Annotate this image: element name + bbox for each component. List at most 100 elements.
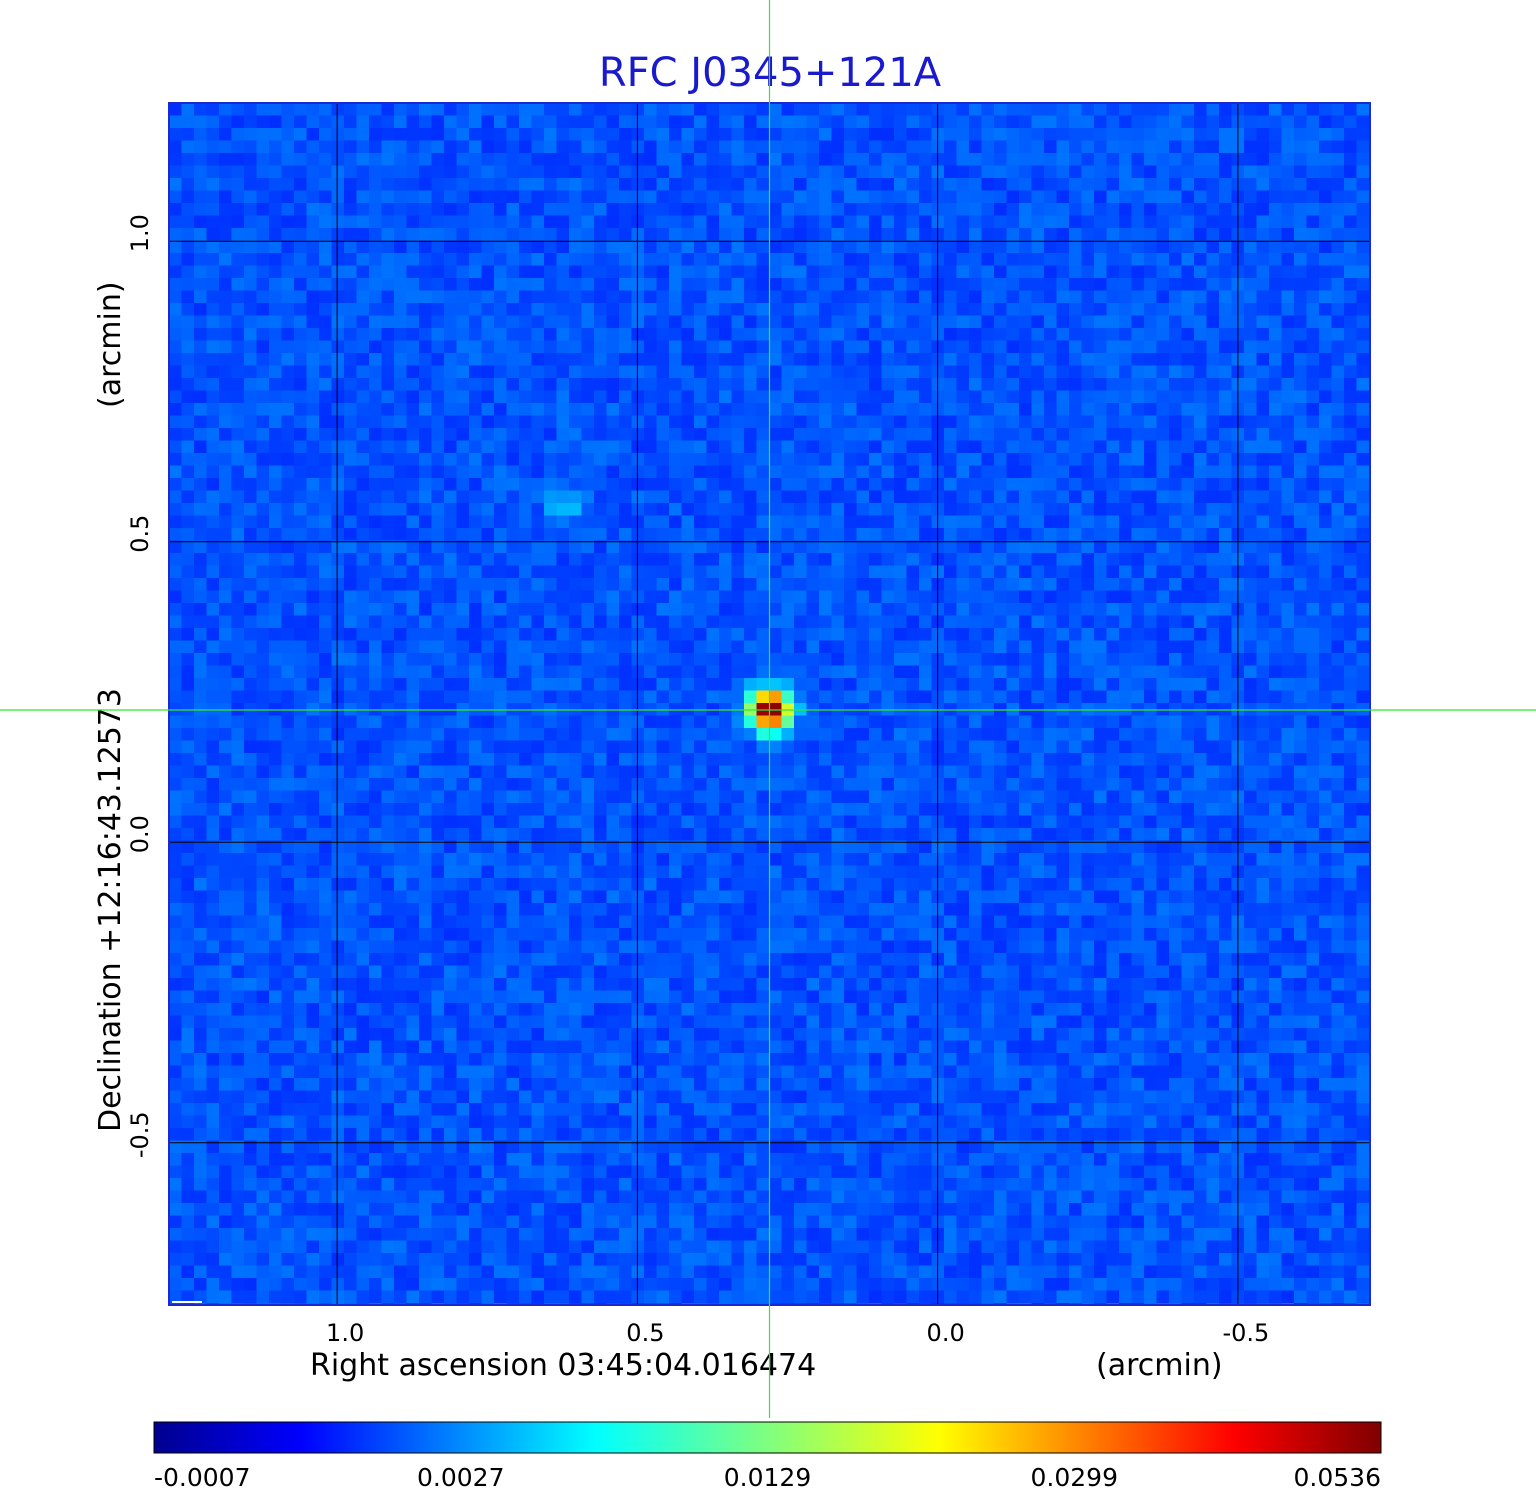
image-pixel bbox=[181, 378, 195, 391]
image-pixel bbox=[1056, 378, 1070, 391]
image-pixel bbox=[906, 253, 920, 266]
image-pixel bbox=[1019, 140, 1032, 154]
image-pixel bbox=[1194, 253, 1207, 266]
image-pixel bbox=[1256, 578, 1270, 591]
image-pixel bbox=[1081, 103, 1095, 116]
image-pixel bbox=[994, 603, 1007, 616]
image-pixel bbox=[1131, 390, 1145, 404]
image-pixel bbox=[856, 653, 870, 666]
image-pixel bbox=[181, 590, 195, 604]
image-pixel bbox=[706, 653, 720, 666]
image-pixel bbox=[1194, 128, 1207, 141]
image-pixel bbox=[1294, 703, 1307, 716]
image-pixel bbox=[706, 665, 720, 679]
image-pixel bbox=[244, 378, 257, 391]
image-pixel bbox=[1156, 290, 1170, 304]
image-pixel bbox=[1156, 478, 1170, 491]
image-pixel bbox=[794, 353, 807, 366]
image-pixel bbox=[331, 215, 345, 229]
image-pixel bbox=[1206, 578, 1220, 591]
image-pixel bbox=[831, 203, 845, 216]
image-pixel bbox=[419, 490, 432, 504]
image-pixel bbox=[694, 140, 707, 154]
image-pixel bbox=[319, 278, 332, 291]
image-pixel bbox=[219, 290, 232, 304]
image-pixel bbox=[769, 515, 782, 529]
image-pixel bbox=[269, 240, 282, 254]
image-pixel bbox=[1106, 640, 1120, 654]
image-pixel bbox=[319, 178, 332, 191]
image-pixel bbox=[869, 528, 882, 541]
image-pixel bbox=[1269, 440, 1282, 454]
image-pixel bbox=[894, 678, 907, 691]
image-pixel bbox=[294, 478, 307, 491]
image-pixel bbox=[719, 240, 732, 254]
image-pixel bbox=[581, 665, 595, 679]
image-pixel bbox=[344, 690, 357, 704]
image-pixel bbox=[256, 428, 270, 441]
image-pixel bbox=[994, 253, 1007, 266]
image-pixel bbox=[531, 178, 545, 191]
image-pixel bbox=[1069, 615, 1082, 629]
image-pixel bbox=[1006, 403, 1020, 416]
image-pixel bbox=[1094, 615, 1107, 629]
image-pixel bbox=[1019, 378, 1032, 391]
image-pixel bbox=[1056, 203, 1070, 216]
image-pixel bbox=[569, 278, 582, 291]
image-pixel bbox=[981, 453, 995, 466]
image-pixel bbox=[806, 615, 820, 629]
image-pixel bbox=[231, 728, 245, 741]
image-pixel bbox=[856, 665, 870, 679]
image-pixel bbox=[619, 515, 632, 529]
image-pixel bbox=[606, 615, 620, 629]
image-pixel bbox=[794, 365, 807, 379]
image-pixel bbox=[506, 553, 520, 566]
image-pixel bbox=[1119, 228, 1132, 241]
image-pixel bbox=[456, 240, 470, 254]
image-pixel bbox=[431, 128, 445, 141]
image-pixel bbox=[1294, 153, 1307, 166]
image-pixel bbox=[756, 478, 770, 491]
image-pixel bbox=[1144, 453, 1157, 466]
image-pixel bbox=[681, 665, 695, 679]
image-pixel bbox=[581, 515, 595, 529]
image-pixel bbox=[844, 615, 857, 629]
image-pixel bbox=[1119, 478, 1132, 491]
image-pixel bbox=[256, 465, 270, 479]
image-pixel bbox=[881, 153, 895, 166]
image-pixel bbox=[844, 140, 857, 154]
image-pixel bbox=[544, 628, 557, 641]
image-pixel bbox=[206, 628, 220, 641]
image-pixel bbox=[769, 203, 782, 216]
image-pixel bbox=[331, 203, 345, 216]
image-pixel bbox=[1031, 503, 1045, 516]
image-pixel bbox=[206, 703, 220, 716]
image-pixel bbox=[369, 678, 382, 691]
image-pixel bbox=[1331, 153, 1345, 166]
image-pixel bbox=[1356, 440, 1370, 454]
image-pixel bbox=[481, 228, 495, 241]
image-pixel bbox=[231, 353, 245, 366]
image-pixel bbox=[1094, 278, 1107, 291]
image-pixel bbox=[919, 365, 932, 379]
image-pixel bbox=[231, 615, 245, 629]
image-pixel bbox=[1219, 390, 1232, 404]
image-pixel bbox=[856, 153, 870, 166]
image-pixel bbox=[419, 165, 432, 179]
image-pixel bbox=[1156, 690, 1170, 704]
image-pixel bbox=[1306, 428, 1320, 441]
image-pixel bbox=[206, 415, 220, 429]
image-pixel bbox=[219, 353, 232, 366]
image-pixel bbox=[919, 128, 932, 141]
image-pixel bbox=[644, 465, 657, 479]
image-pixel bbox=[744, 528, 757, 541]
image-pixel bbox=[794, 428, 807, 441]
image-pixel bbox=[581, 415, 595, 429]
image-pixel bbox=[319, 365, 332, 379]
image-pixel bbox=[419, 615, 432, 629]
image-pixel bbox=[631, 115, 645, 129]
image-pixel bbox=[731, 390, 745, 404]
image-pixel bbox=[556, 415, 570, 429]
image-pixel bbox=[869, 553, 882, 566]
image-pixel bbox=[1019, 503, 1032, 516]
